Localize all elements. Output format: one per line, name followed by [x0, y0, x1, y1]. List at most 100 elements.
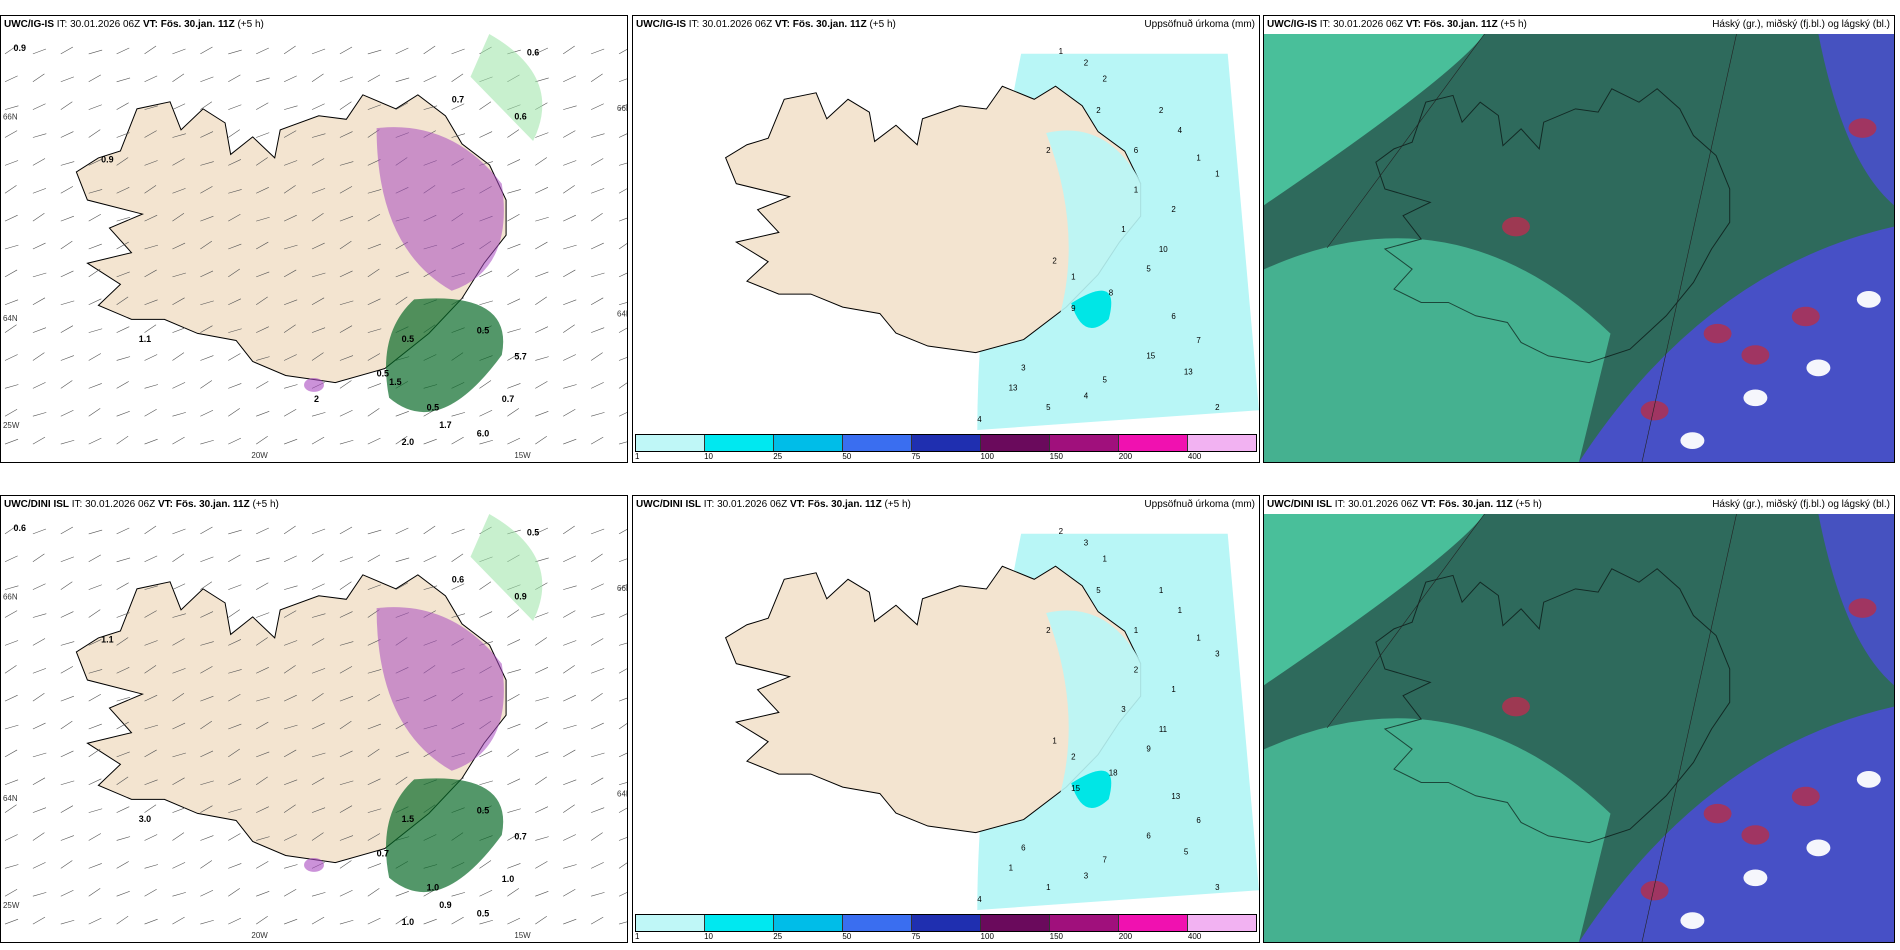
- wind-barb: [228, 104, 242, 110]
- wind-barb: [172, 916, 185, 925]
- wind-barb: [283, 438, 298, 445]
- cloud-map[interactable]: [1264, 514, 1894, 942]
- wind-barb: [172, 722, 186, 730]
- wind-barb: [339, 380, 352, 389]
- wind-barb: [172, 583, 186, 590]
- wind-barb: [200, 860, 213, 869]
- longitude-label: 15W: [514, 451, 531, 460]
- wind-barb: [256, 806, 269, 813]
- wind-barb: [228, 748, 240, 758]
- wind-barb: [507, 353, 520, 361]
- cloud-map[interactable]: [1264, 34, 1894, 462]
- wind-barb: [88, 808, 103, 813]
- precip-value-label: 8: [1109, 288, 1114, 297]
- wind-barb: [507, 808, 521, 813]
- wind-barb: [395, 435, 408, 445]
- wind-barb: [451, 916, 464, 925]
- clear-sky-patch: [1743, 389, 1768, 407]
- wind-barb: [479, 300, 493, 306]
- longitude-label: 15W: [514, 931, 531, 940]
- wind-barb: [228, 298, 242, 306]
- latitude-label: 25W: [3, 421, 20, 430]
- wind-barb: [144, 384, 159, 389]
- wind-barb: [283, 610, 297, 618]
- wind-barb: [367, 833, 381, 841]
- precip-map[interactable]: 2 3 1 1 1 2 1 3 2 1 3 11 9 18 15 13 6 6 5 7 1 3 1 4 3 6 2 1 1 5: [633, 514, 1259, 910]
- wind-barb: [144, 779, 158, 786]
- precip-value-label: 3: [1084, 539, 1089, 548]
- wind-barb: [618, 243, 627, 250]
- wind-barb: [535, 751, 549, 758]
- wind-barb: [32, 668, 47, 674]
- precip-map[interactable]: 1 2 2 2 4 2 1 1 1 2 1 10 5 8 9 6 7 15 13 5 13 4 5 4 2 3 1 2 6 2: [633, 34, 1259, 430]
- wind-barb: [144, 918, 158, 925]
- wind-barb: [172, 638, 185, 646]
- colorbar-label: 150: [1049, 452, 1064, 461]
- wind-barb: [144, 45, 157, 55]
- colorbar-label: 200: [1118, 932, 1133, 941]
- wind-barb: [535, 296, 547, 305]
- snow-value-label: 0.7: [377, 848, 389, 858]
- wind-barb: [256, 637, 268, 646]
- panel-header: UWC/IG-IS IT: 30.01.2026 06Z VT: Fös. 30…: [633, 16, 1259, 34]
- cloud-map-panel-ig: UWC/IG-IS IT: 30.01.2026 06Z VT: Fös. 30…: [1263, 15, 1895, 463]
- wind-barb: [311, 188, 326, 194]
- wind-barb: [563, 324, 575, 333]
- colorbar-label: 10: [704, 932, 714, 941]
- wind-barb: [339, 805, 353, 813]
- wind-barb: [590, 553, 603, 563]
- wind-barb: [256, 696, 270, 702]
- precip-value-label: 9: [1071, 304, 1076, 313]
- wind-barb: [339, 186, 353, 194]
- precip-value-label: 1: [1134, 185, 1139, 194]
- precip-value-label: 1: [1159, 586, 1164, 595]
- wind-barb: [228, 917, 242, 925]
- wind-barb: [451, 103, 465, 110]
- wind-barb: [200, 641, 214, 646]
- wind-barb: [60, 215, 74, 222]
- wind-barb: [507, 437, 521, 445]
- wind-barb: [4, 779, 19, 786]
- wind-barb: [228, 189, 242, 194]
- wind-snow-map[interactable]: 0.9 0.6 0.7 0.6 0.5 0.5 0.9 1.1 0.5 5.7 0.7 0.5 1.7 2…: [1, 34, 627, 462]
- wind-barb: [339, 750, 353, 758]
- wind-barb: [535, 667, 549, 674]
- precip-value-label: 13: [1184, 368, 1193, 377]
- wind-barb: [172, 777, 185, 785]
- wind-barb: [88, 408, 101, 417]
- wind-barb: [32, 158, 46, 166]
- wind-barb: [311, 272, 326, 278]
- wind-barb: [339, 611, 353, 618]
- valid-time: Fös. 30.jan. 11Z: [1423, 19, 1498, 30]
- lead-time: (+5 h): [237, 19, 264, 30]
- wind-barb: [618, 103, 627, 110]
- light-precip-area: [470, 514, 543, 621]
- wind-barb: [423, 438, 437, 445]
- wind-barb: [535, 187, 549, 194]
- wind-barb: [590, 436, 604, 445]
- wind-barb: [311, 242, 325, 250]
- wind-barb: [88, 693, 101, 702]
- wind-barb: [144, 160, 158, 166]
- wind-barb: [256, 557, 270, 563]
- precip-value-label: 1: [1059, 47, 1064, 56]
- panel-header: UWC/IG-IS IT: 30.01.2026 06Z VT: Fös. 30…: [1264, 16, 1894, 34]
- wind-barb: [591, 752, 605, 758]
- wind-barb: [32, 892, 47, 897]
- wind-barb: [4, 918, 19, 925]
- wind-barb: [116, 435, 129, 445]
- wind-barb: [4, 555, 18, 563]
- wind-barb: [618, 327, 627, 333]
- wind-snow-map[interactable]: 0.6 0.5 0.6 0.9 0.5 0.7 1.1 3.0 1.5 0.7 1.0 1.0 0.9 1…: [1, 514, 627, 942]
- precip-value-label: 3: [1021, 364, 1026, 373]
- wind-barb: [395, 891, 409, 897]
- wind-barb: [339, 641, 354, 646]
- wind-barb: [590, 832, 603, 841]
- wind-barb: [535, 696, 549, 702]
- precip-value-label: 2: [1171, 205, 1176, 214]
- wind-barb: [451, 613, 466, 618]
- wind-barb: [479, 410, 493, 417]
- wind-barb: [256, 271, 270, 278]
- wind-barb: [88, 639, 102, 646]
- wind-barb: [423, 918, 437, 925]
